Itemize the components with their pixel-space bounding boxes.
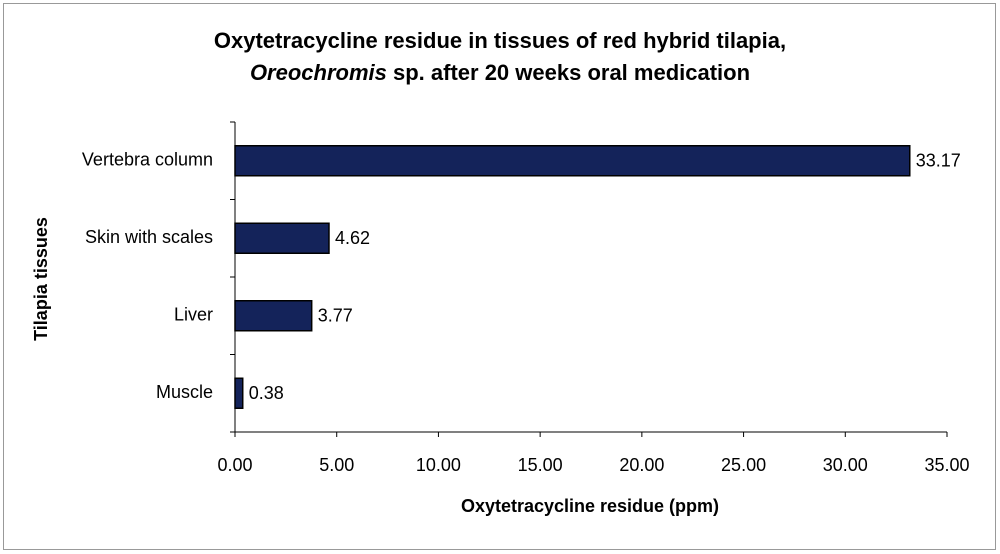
bar bbox=[234, 222, 330, 254]
y-tick-label: Muscle bbox=[156, 382, 213, 402]
x-tick-label: 25.00 bbox=[721, 455, 766, 475]
x-tick-label: 10.00 bbox=[416, 455, 461, 475]
x-axis-title: Oxytetracycline residue (ppm) bbox=[461, 496, 719, 516]
bar bbox=[234, 300, 313, 332]
y-tick-label: Liver bbox=[174, 305, 213, 325]
data-label: 3.77 bbox=[318, 306, 353, 326]
chart-subtitle: Oreochromis sp. after 20 weeks oral medi… bbox=[250, 60, 750, 85]
y-tick-label: Skin with scales bbox=[85, 227, 213, 247]
subtitle-text: sp. after 20 weeks oral medication bbox=[393, 60, 750, 85]
x-tick-label: 0.00 bbox=[217, 455, 252, 475]
x-tick-label: 20.00 bbox=[619, 455, 664, 475]
data-label: 0.38 bbox=[249, 383, 284, 403]
data-label: 4.62 bbox=[335, 228, 370, 248]
chart-title: Oxytetracycline residue in tissues of re… bbox=[214, 28, 786, 53]
y-tick-label: Vertebra column bbox=[82, 150, 213, 170]
chart-border bbox=[3, 3, 996, 550]
data-label: 33.17 bbox=[916, 151, 961, 171]
x-tick-label: 30.00 bbox=[823, 455, 868, 475]
x-tick-label: 5.00 bbox=[319, 455, 354, 475]
x-tick-label: 35.00 bbox=[924, 455, 969, 475]
subtitle-italic: Oreochromis bbox=[250, 60, 387, 85]
bar bbox=[234, 377, 244, 409]
bar bbox=[234, 145, 911, 177]
y-axis-title: Tilapia tissues bbox=[31, 217, 51, 341]
x-tick-label: 15.00 bbox=[518, 455, 563, 475]
